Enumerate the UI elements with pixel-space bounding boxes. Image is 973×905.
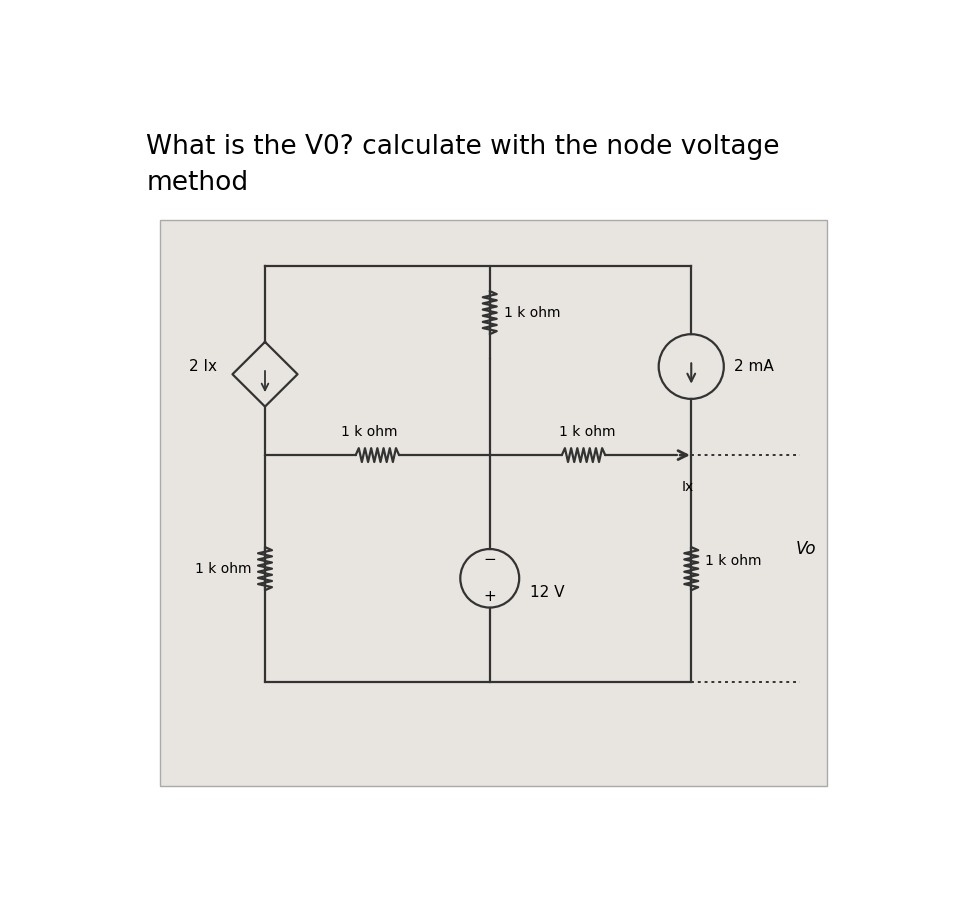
Text: Vo: Vo bbox=[796, 540, 816, 558]
Text: 2 Ix: 2 Ix bbox=[189, 359, 217, 374]
Text: 1 k ohm: 1 k ohm bbox=[504, 306, 560, 319]
Text: +: + bbox=[484, 589, 496, 605]
Text: 2 mA: 2 mA bbox=[734, 359, 774, 374]
Text: Ix: Ix bbox=[681, 480, 694, 494]
Text: 1 k ohm: 1 k ohm bbox=[559, 425, 616, 439]
FancyBboxPatch shape bbox=[161, 220, 827, 786]
Text: −: − bbox=[484, 552, 496, 567]
Text: What is the V0? calculate with the node voltage: What is the V0? calculate with the node … bbox=[146, 134, 780, 160]
Text: method: method bbox=[146, 170, 248, 196]
Text: 1 k ohm: 1 k ohm bbox=[195, 562, 251, 576]
Text: 12 V: 12 V bbox=[530, 585, 564, 600]
Text: 1 k ohm: 1 k ohm bbox=[705, 554, 762, 568]
Text: 1 k ohm: 1 k ohm bbox=[342, 425, 398, 439]
